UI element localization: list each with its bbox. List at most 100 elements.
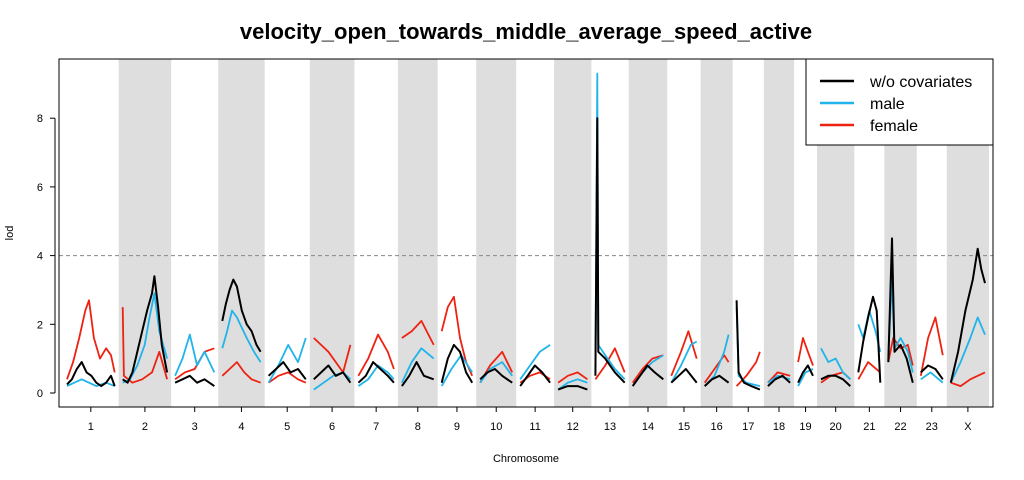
chromosome-band-6	[309, 59, 355, 407]
chromosome-band-4	[218, 59, 265, 407]
series-male-chr-5	[267, 337, 307, 384]
series-male-chr-20	[820, 347, 851, 380]
series-w-o-covariates-chr-15	[670, 368, 698, 384]
x-tick-label-12: 12	[567, 421, 579, 433]
series-w-o-covariates-chr-8	[401, 361, 435, 387]
series-female-chr-19	[797, 337, 814, 366]
series-w-o-covariates-chr-20	[820, 374, 851, 387]
x-tick-label-2: 2	[142, 421, 148, 433]
legend-label-male: male	[870, 96, 905, 113]
series-w-o-covariates-chr-19	[797, 364, 814, 384]
series-w-o-covariates-chr-4	[221, 278, 262, 353]
x-tick-label-11: 11	[529, 421, 540, 433]
x-axis-label: Chromosome	[493, 453, 559, 465]
series-female-chr-21	[857, 361, 881, 380]
chromosome-band-16	[700, 59, 733, 407]
series-female-chr-18	[767, 371, 791, 384]
series-male-chr-4	[221, 309, 262, 363]
series-female-chr-14	[631, 354, 664, 384]
chromosome-bands	[118, 59, 989, 407]
x-tick-label-4: 4	[238, 421, 244, 433]
y-tick-label-2: 2	[37, 319, 43, 331]
series-w-o-covariates-chr-16	[704, 374, 730, 387]
x-tick-label-14: 14	[642, 421, 654, 433]
series-female-chr-6	[313, 337, 352, 374]
series-w-o-covariates-chr-18	[767, 374, 791, 387]
series-male-chr-9	[440, 354, 473, 387]
series-female-chr-3	[174, 347, 215, 381]
series-w-o-covariates-chr-3	[174, 374, 215, 387]
x-tick-label-18: 18	[773, 421, 785, 433]
chromosome-band-14	[628, 59, 668, 407]
series-w-o-covariates-chr-17	[735, 300, 761, 391]
x-tick-label-13: 13	[604, 421, 616, 433]
series-w-o-covariates-chr-12	[557, 385, 588, 391]
y-axis-label: lod	[4, 226, 16, 241]
x-tick-label-10: 10	[490, 421, 502, 433]
series-male-chr-3	[174, 333, 216, 377]
series-w-o-covariates-chr-1	[66, 361, 116, 388]
chart-title: velocity_open_towards_middle_average_spe…	[240, 19, 812, 44]
series-w-o-covariates-chr-22	[887, 237, 914, 383]
series-w-o-covariates-chr-14	[631, 364, 664, 387]
series-w-o-covariates-chr-11	[519, 364, 551, 387]
x-tick-label-22: 22	[894, 421, 906, 433]
series-male-chr-23	[920, 371, 944, 384]
series-male-chr-11	[519, 344, 551, 380]
y-tick-label-4: 4	[37, 251, 43, 263]
series-male-chr-15	[670, 340, 698, 384]
y-axis: 0 2 4 6 8	[37, 113, 56, 400]
series-w-o-covariates-chr-9	[440, 343, 474, 384]
series-w-o-covariates-chr-10	[479, 368, 513, 384]
y-tick-label-8: 8	[37, 113, 43, 125]
x-tick-label-9: 9	[454, 421, 460, 433]
x-tick-label-16: 16	[711, 421, 723, 433]
series-w-o-covariates-chr-13	[594, 117, 626, 384]
chromosome-band-18	[763, 59, 795, 407]
series-female-chr-5	[268, 371, 307, 384]
series-w-o-covariates-chr-6	[313, 364, 352, 384]
chromosome-band-8	[397, 59, 438, 407]
series-w-o-covariates-chr-2	[122, 275, 169, 384]
x-tick-label-5: 5	[284, 421, 290, 433]
x-tick-label-7: 7	[373, 421, 379, 433]
x-tick-label-20: 20	[830, 421, 842, 433]
chromosome-band-10	[476, 59, 517, 407]
x-tick-label-15: 15	[678, 421, 690, 433]
x-tick-label-1: 1	[88, 421, 94, 433]
x-tick-label-6: 6	[329, 421, 335, 433]
x-tick-label-23: 23	[926, 421, 938, 433]
series-female-chr-2	[121, 307, 168, 384]
series-female-chr-17	[735, 351, 761, 387]
series-female-chr-22	[887, 337, 914, 366]
series-w-o-covariates-chr-X	[949, 247, 986, 383]
x-axis: 1 2 3 4 5 6 7 8 9 10 11 12 13 14 15 16 17 18 19 20 21 22 23 X	[88, 407, 972, 433]
series-male-chr-8	[401, 347, 435, 384]
series-female-chr-23	[919, 316, 944, 376]
y-tick-label-0: 0	[37, 388, 43, 400]
x-tick-label-X: X	[964, 421, 972, 433]
series-w-o-covariates-chr-7	[357, 361, 395, 384]
series-female-chr-8	[401, 319, 435, 346]
series-female-chr-13	[594, 347, 626, 380]
legend: w/o covariates male female	[805, 58, 994, 146]
x-tick-label-19: 19	[799, 421, 811, 433]
series-w-o-covariates-chr-23	[920, 364, 944, 380]
plot-frame	[58, 58, 994, 408]
series-female-chr-12	[557, 371, 588, 384]
series-male-chr-12	[557, 378, 588, 391]
lod-series-lines	[66, 72, 986, 391]
chromosome-band-12	[554, 59, 592, 407]
x-tick-label-8: 8	[415, 421, 421, 433]
series-female-chr-4	[221, 361, 261, 384]
series-w-o-covariates-chr-21	[857, 295, 882, 383]
series-female-chr-7	[357, 333, 395, 377]
x-tick-label-17: 17	[742, 421, 754, 433]
series-w-o-covariates-chr-5	[267, 361, 307, 380]
series-female-chr-1	[66, 299, 116, 380]
legend-label-female: female	[870, 118, 918, 135]
legend-label-w-o-covariates: w/o covariates	[869, 74, 972, 91]
x-tick-label-21: 21	[863, 421, 875, 433]
x-tick-label-3: 3	[192, 421, 198, 433]
